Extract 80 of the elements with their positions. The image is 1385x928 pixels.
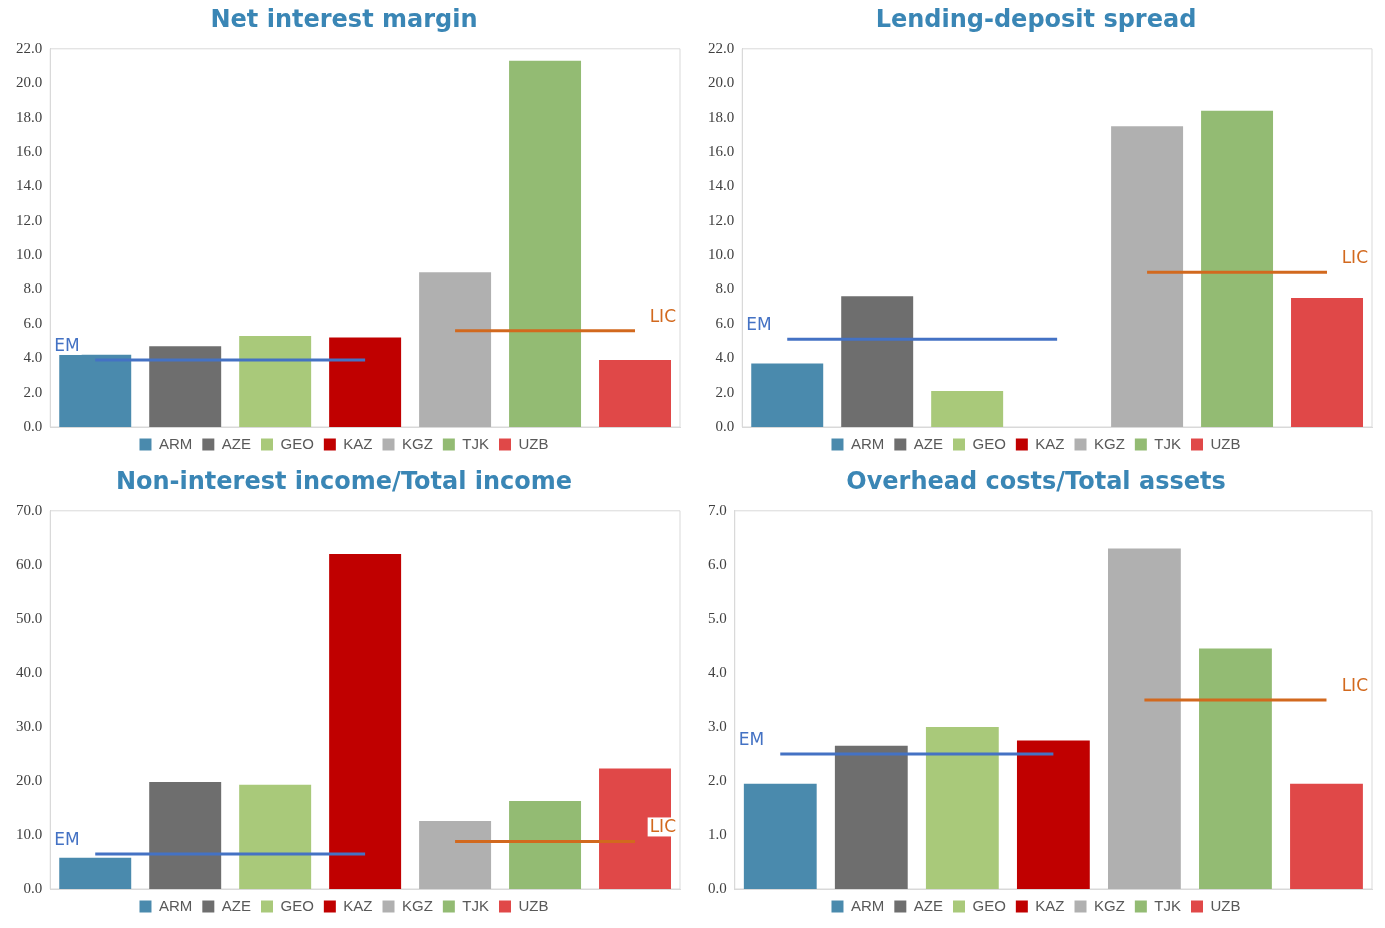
y-tick-label: 4.0 (23, 349, 43, 366)
y-tick-label: 18.0 (708, 108, 735, 125)
series-label: EM (54, 334, 80, 355)
y-tick-label: 16.0 (708, 142, 735, 159)
legend-label: GEO (280, 896, 314, 914)
y-tick-label: 0.0 (715, 417, 735, 434)
y-tick-label: 10.0 (708, 246, 735, 263)
legend-label: KAZ (1035, 434, 1065, 452)
y-tick-label: 12.0 (16, 211, 43, 228)
legend-label: KGZ (402, 434, 433, 452)
y-tick-label: 16.0 (16, 142, 43, 159)
y-tick-label: 10.0 (16, 825, 43, 842)
legend-label: GEO (972, 434, 1006, 452)
legend-label: ARM (158, 434, 193, 452)
y-tick-label: 4.0 (715, 349, 735, 366)
legend-label: KGZ (402, 896, 433, 914)
y-tick-label: 22.0 (708, 39, 735, 56)
y-tick-label: 22.0 (16, 39, 43, 56)
y-tick-label: 2.0 (715, 383, 735, 400)
series-label: LIC (1341, 247, 1368, 268)
chart-title: Non-interest income/Total income (115, 466, 573, 495)
y-tick-label: 5.0 (708, 609, 727, 626)
y-tick-label: 20.0 (16, 771, 43, 788)
y-tick-label: 7.0 (708, 501, 727, 518)
y-tick-label: 50.0 (16, 609, 43, 626)
legend-label: ARM (158, 896, 193, 914)
y-tick-label: 6.0 (715, 314, 735, 331)
legend-label: GEO (972, 896, 1006, 914)
legend-label: ARM (850, 896, 885, 914)
y-tick-label: 30.0 (16, 717, 43, 734)
legend-label: TJK (1154, 434, 1182, 452)
y-tick-label: 2.0 (23, 383, 43, 400)
series-label: LIC (649, 305, 676, 326)
y-tick-label: 6.0 (708, 555, 727, 572)
y-tick-label: 1.0 (708, 825, 727, 842)
y-tick-label: 40.0 (16, 663, 43, 680)
legend-label: TJK (462, 434, 490, 452)
y-tick-label: 0.0 (23, 417, 43, 434)
y-tick-label: 14.0 (708, 177, 735, 194)
y-tick-label: 0.0 (708, 879, 727, 896)
legend-label: UZB (1210, 434, 1241, 452)
y-tick-label: 20.0 (16, 74, 43, 91)
legend-label: AZE (913, 434, 944, 452)
y-tick-label: 6.0 (23, 314, 43, 331)
legend-label: AZE (913, 896, 944, 914)
legend-label: KAZ (343, 896, 373, 914)
legend-label: KAZ (1035, 896, 1065, 914)
legend-label: TJK (462, 896, 490, 914)
series-label: EM (738, 728, 765, 749)
chart-title: Net interest margin (210, 4, 478, 33)
legend-label: TJK (1154, 896, 1182, 914)
legend-label: KGZ (1094, 896, 1125, 914)
series-label: EM (746, 314, 772, 335)
y-tick-label: 0.0 (23, 879, 43, 896)
legend-label: GEO (280, 434, 314, 452)
y-tick-label: 20.0 (708, 74, 735, 91)
chart-title: Lending-deposit spread (875, 4, 1197, 33)
y-tick-label: 18.0 (16, 108, 43, 125)
legend-label: AZE (221, 896, 252, 914)
legend-label: KGZ (1094, 434, 1125, 452)
legend-label: UZB (518, 434, 549, 452)
series-label: LIC (1341, 674, 1368, 695)
legend-label: ARM (850, 434, 885, 452)
legend-label: AZE (221, 434, 252, 452)
y-tick-label: 12.0 (708, 211, 735, 228)
y-tick-label: 10.0 (16, 246, 43, 263)
y-tick-label: 70.0 (16, 501, 43, 518)
y-tick-label: 4.0 (708, 663, 727, 680)
legend-label: KAZ (343, 434, 373, 452)
y-tick-label: 8.0 (23, 280, 43, 297)
series-label: EM (54, 828, 80, 849)
y-tick-label: 60.0 (16, 555, 43, 572)
y-tick-label: 8.0 (715, 280, 735, 297)
legend-label: UZB (1210, 896, 1241, 914)
y-tick-label: 14.0 (16, 177, 43, 194)
legend-label: UZB (518, 896, 549, 914)
y-tick-label: 3.0 (708, 717, 727, 734)
series-label: LIC (649, 816, 676, 837)
chart-title: Overhead costs/Total assets (846, 466, 1226, 495)
y-tick-label: 2.0 (708, 771, 727, 788)
